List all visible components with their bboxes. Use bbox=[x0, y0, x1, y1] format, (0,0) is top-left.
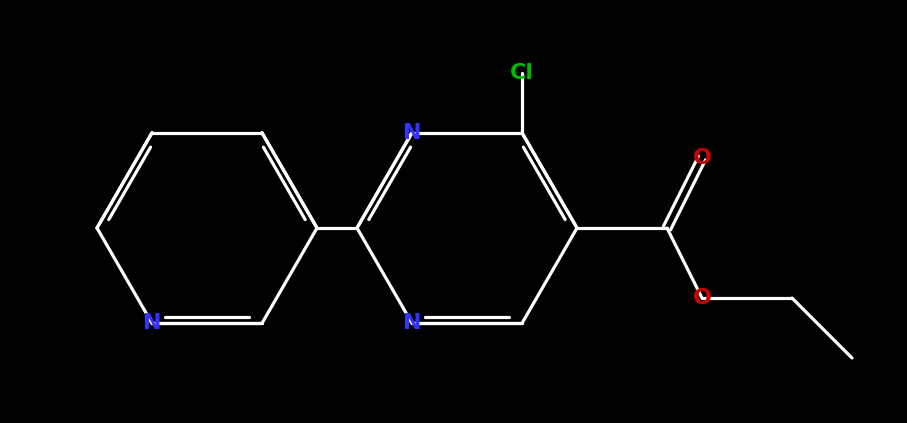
Text: O: O bbox=[693, 148, 711, 168]
Text: N: N bbox=[142, 313, 161, 333]
Text: O: O bbox=[693, 288, 711, 308]
Text: N: N bbox=[403, 123, 421, 143]
Text: N: N bbox=[403, 313, 421, 333]
Text: Cl: Cl bbox=[510, 63, 534, 83]
